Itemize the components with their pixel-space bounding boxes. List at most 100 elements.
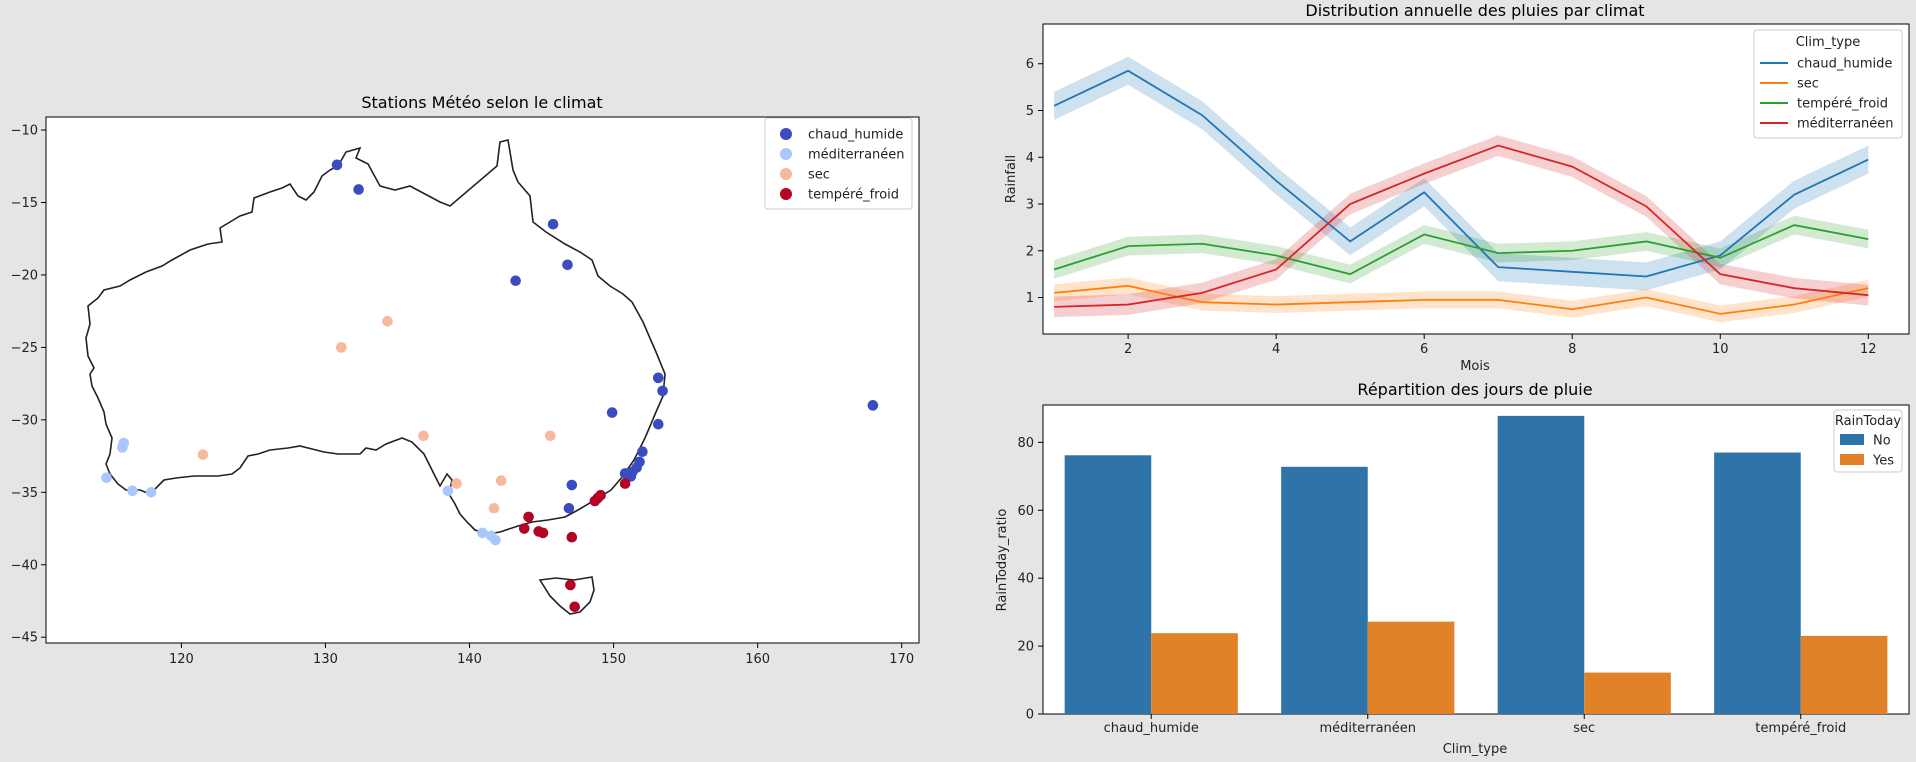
station-point bbox=[331, 159, 343, 171]
bar-legend-label: Yes bbox=[1872, 454, 1894, 469]
line-legend-label: méditerranéen bbox=[1797, 117, 1894, 132]
station-point bbox=[490, 534, 501, 546]
bar-ytick-label: 80 bbox=[1017, 436, 1034, 451]
station-point bbox=[589, 495, 601, 507]
line-xtick-label: 2 bbox=[1124, 342, 1132, 357]
line-legend-label: chaud_humide bbox=[1797, 57, 1892, 72]
map-ytick-label: −15 bbox=[11, 196, 38, 211]
map-legend-marker bbox=[780, 128, 792, 140]
map-title: Stations Météo selon le climat bbox=[361, 93, 602, 112]
map-legend: chaud_humide méditerranéen sec tempéré_froi… bbox=[764, 117, 913, 210]
station-point bbox=[518, 523, 530, 534]
station-point bbox=[606, 407, 618, 418]
station-point bbox=[495, 475, 507, 487]
tasmania-outline bbox=[538, 576, 595, 615]
bar bbox=[1367, 621, 1455, 714]
station-point bbox=[145, 487, 157, 498]
bar bbox=[1584, 672, 1671, 714]
line-xtick-label: 12 bbox=[1860, 342, 1877, 357]
map-legend-label: chaud_humide bbox=[808, 128, 903, 143]
station-point bbox=[442, 485, 454, 497]
bar-legend-marker bbox=[1840, 454, 1864, 465]
bar-xlabel: Clim_type bbox=[1443, 742, 1508, 757]
line-xlabel: Mois bbox=[1460, 359, 1490, 374]
station-point bbox=[619, 478, 631, 489]
station-point bbox=[569, 601, 580, 613]
station-point bbox=[547, 218, 559, 230]
series-line bbox=[1054, 284, 1869, 315]
station-point bbox=[867, 400, 879, 411]
station-point bbox=[510, 275, 521, 287]
map-ytick-label: −35 bbox=[11, 486, 38, 501]
line-ytick-label: 6 bbox=[1026, 57, 1034, 72]
map-ytick-label: −30 bbox=[11, 413, 38, 428]
station-point bbox=[537, 527, 549, 539]
map-ytick-label: −20 bbox=[11, 268, 38, 283]
line-ytick-label: 2 bbox=[1026, 244, 1034, 259]
line-legend-title: Clim_type bbox=[1796, 35, 1861, 50]
station-point bbox=[451, 478, 462, 489]
australia-outline bbox=[85, 139, 666, 535]
bar-legend-title: RainToday bbox=[1835, 414, 1901, 429]
map-ytick-label: −40 bbox=[11, 558, 38, 573]
bar bbox=[1281, 466, 1368, 714]
bar bbox=[1151, 633, 1238, 714]
map-xtick-label: 130 bbox=[313, 652, 338, 667]
line-ytick-label: 5 bbox=[1026, 104, 1034, 119]
station-point bbox=[488, 502, 500, 514]
bar-ytick-label: 60 bbox=[1017, 504, 1034, 519]
line-xtick-label: 6 bbox=[1420, 342, 1428, 357]
map-legend-marker bbox=[780, 188, 792, 200]
station-point bbox=[197, 449, 209, 460]
bar-title: Répartition des jours de pluie bbox=[1357, 380, 1592, 399]
station-point bbox=[565, 579, 576, 591]
line-xtick-label: 10 bbox=[1712, 342, 1729, 357]
map-xtick-label: 150 bbox=[601, 652, 626, 667]
bar-xtick-label: chaud_humide bbox=[1104, 721, 1199, 736]
station-point bbox=[117, 442, 128, 453]
bar-xtick-label: sec bbox=[1573, 721, 1595, 736]
series-line bbox=[1053, 224, 1869, 276]
map-xtick-label: 170 bbox=[889, 652, 914, 667]
line-xtick-label: 8 bbox=[1568, 342, 1576, 357]
line-ylabel: Rainfall bbox=[1004, 155, 1019, 203]
bar-ytick-label: 40 bbox=[1017, 572, 1034, 587]
map-xtick-label: 120 bbox=[169, 652, 194, 667]
confidence-band bbox=[1054, 215, 1869, 284]
bar bbox=[1497, 415, 1585, 714]
line-panel: Distribution annuelle des pluies par cli… bbox=[1004, 1, 1910, 374]
bar-legend-label: No bbox=[1873, 434, 1891, 449]
bar-ytick-label: 0 bbox=[1026, 708, 1034, 723]
station-point bbox=[652, 372, 664, 384]
bar bbox=[1064, 455, 1152, 714]
bar-legend: RainToday No Yes bbox=[1833, 409, 1903, 473]
bar bbox=[1714, 452, 1801, 714]
line-ytick-label: 1 bbox=[1026, 291, 1034, 306]
bar-xtick-label: méditerranéen bbox=[1319, 721, 1416, 736]
map-panel: Stations Météo selon le climat 120 130 140… bbox=[11, 93, 920, 667]
map-ytick-label: −25 bbox=[11, 341, 38, 356]
bar-legend-marker bbox=[1840, 434, 1864, 445]
series-line bbox=[1053, 69, 1869, 278]
map-legend-label: méditerranéen bbox=[808, 148, 905, 163]
station-point bbox=[652, 418, 664, 430]
map-xtick-label: 160 bbox=[745, 652, 770, 667]
series-line bbox=[1054, 144, 1869, 308]
station-point bbox=[625, 471, 637, 482]
station-point bbox=[562, 259, 573, 271]
station-point bbox=[477, 527, 488, 539]
bar-ytick-label: 20 bbox=[1017, 640, 1034, 655]
station-point bbox=[418, 430, 429, 442]
line-title: Distribution annuelle des pluies par cli… bbox=[1305, 1, 1644, 20]
line-legend-box bbox=[1753, 29, 1903, 139]
station-point bbox=[336, 342, 347, 353]
station-point bbox=[127, 485, 138, 497]
station-point bbox=[657, 385, 668, 397]
station-point bbox=[523, 511, 534, 523]
map-legend-marker bbox=[780, 168, 792, 180]
map-legend-label: sec bbox=[808, 168, 830, 183]
map-ytick-label: −10 bbox=[11, 124, 38, 139]
bar-xtick-label: tempéré_froid bbox=[1755, 721, 1846, 736]
line-legend-label: sec bbox=[1797, 77, 1819, 92]
